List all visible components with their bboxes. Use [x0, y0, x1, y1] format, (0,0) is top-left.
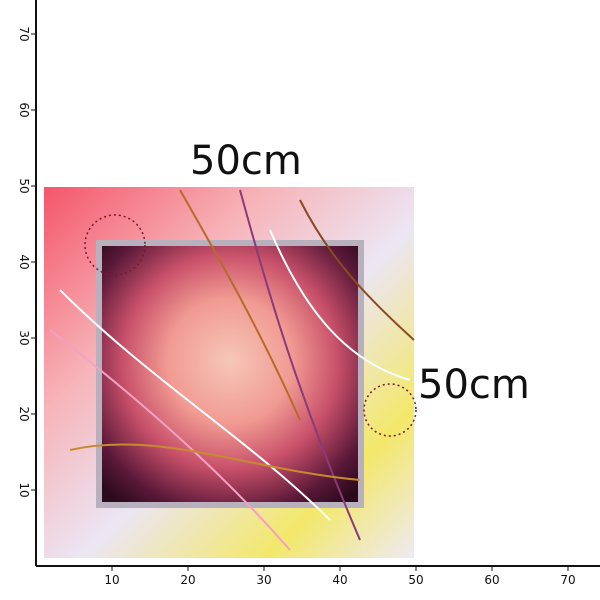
y-tick-label: 40 — [17, 254, 31, 269]
painting — [44, 187, 417, 558]
ruler-ticks: 10 20 30 40 50 60 70 10 20 30 40 50 60 70 — [17, 26, 576, 587]
x-tick-label: 20 — [180, 573, 195, 587]
height-label: 50cm — [418, 362, 530, 408]
y-tick-label: 30 — [17, 330, 31, 345]
x-tick-label: 30 — [256, 573, 271, 587]
y-tick-label: 20 — [17, 406, 31, 421]
inner-panel — [102, 246, 358, 502]
x-tick-label: 60 — [484, 573, 499, 587]
width-label: 50cm — [190, 138, 302, 184]
y-tick-label: 60 — [17, 102, 31, 117]
brush-lines — [49, 189, 415, 551]
x-tick-label: 70 — [560, 573, 575, 587]
dot-circles — [84, 214, 417, 437]
y-tick-label: 70 — [17, 26, 31, 41]
x-tick-label: 10 — [104, 573, 119, 587]
y-tick-label: 50 — [17, 178, 31, 193]
x-tick-label: 40 — [332, 573, 347, 587]
x-tick-label: 50 — [408, 573, 423, 587]
y-tick-label: 10 — [17, 482, 31, 497]
